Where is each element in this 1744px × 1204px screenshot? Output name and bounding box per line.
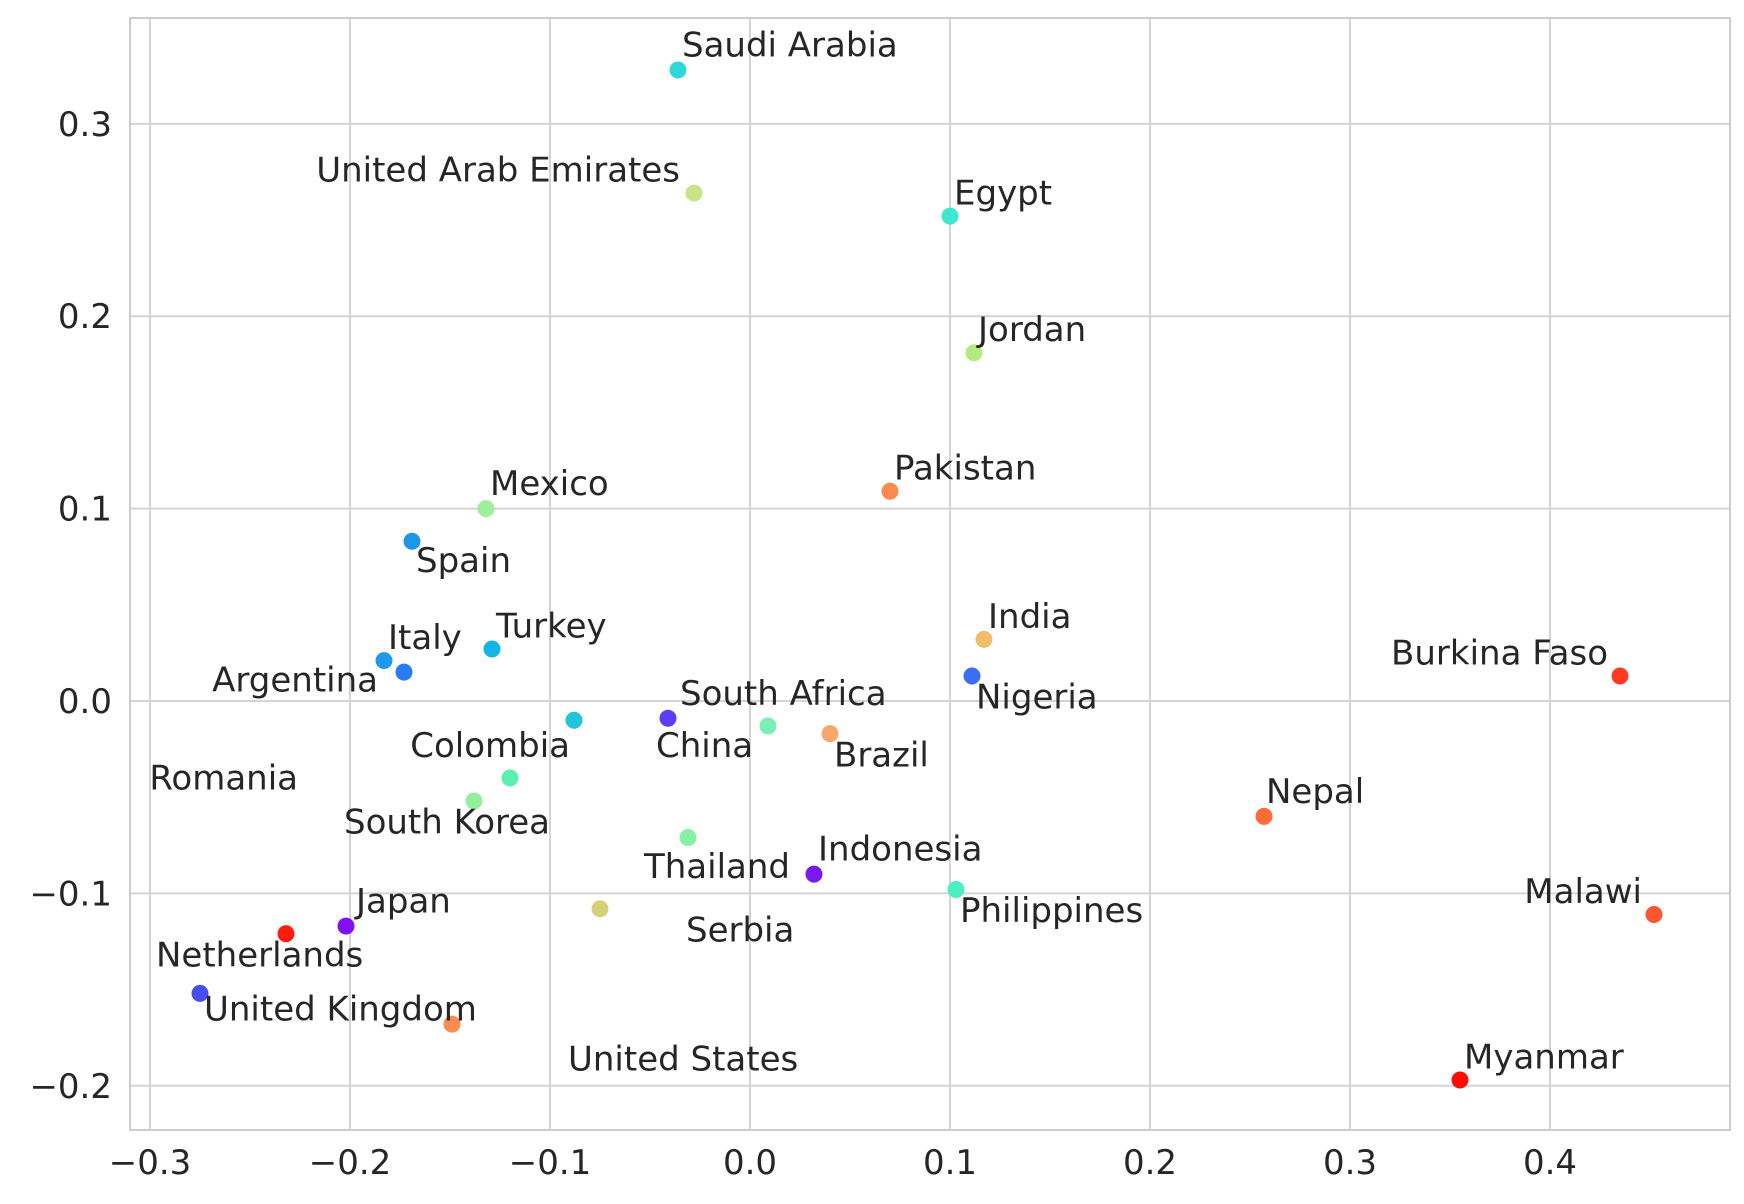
y-tick-label: 0.1 xyxy=(58,490,112,530)
y-axis-tick-labels: −0.2 −0.1 0.0 0.1 0.2 0.3 xyxy=(29,105,112,1107)
x-tick-label: −0.1 xyxy=(509,1143,592,1183)
point-label: Serbia xyxy=(686,910,794,950)
data-point xyxy=(659,709,677,727)
point-label: Nepal xyxy=(1266,772,1364,812)
point-label: Romania xyxy=(149,758,298,798)
point-label: Pakistan xyxy=(894,449,1036,489)
point-label: India xyxy=(988,597,1071,637)
data-point xyxy=(975,630,993,648)
point-label: Netherlands xyxy=(156,935,363,975)
data-point xyxy=(443,1015,461,1033)
point-label: Italy xyxy=(388,618,462,658)
point-label: Indonesia xyxy=(818,830,982,870)
point-label: Japan xyxy=(354,882,451,922)
point-label: Myanmar xyxy=(1464,1037,1624,1077)
data-point xyxy=(465,792,483,810)
x-tick-label: 0.4 xyxy=(1523,1143,1577,1183)
point-label: Saudi Arabia xyxy=(682,25,898,65)
data-point xyxy=(881,482,899,500)
plot-frame xyxy=(129,17,1731,1131)
point-label: Argentina xyxy=(212,660,378,700)
data-point xyxy=(669,61,687,79)
x-tick-label: 0.2 xyxy=(1123,1143,1177,1183)
point-label: South Africa xyxy=(680,674,887,714)
data-point xyxy=(679,829,697,847)
data-point xyxy=(685,184,703,202)
point-label: Spain xyxy=(416,541,511,581)
y-tick-label: 0.0 xyxy=(58,682,112,722)
data-point xyxy=(277,925,295,943)
y-tick-label: −0.1 xyxy=(29,874,112,914)
point-label: Mexico xyxy=(490,464,609,504)
data-point xyxy=(483,640,501,658)
data-point xyxy=(805,865,823,883)
data-point xyxy=(947,881,965,899)
data-point xyxy=(565,711,583,729)
point-label: Burkina Faso xyxy=(1391,633,1608,673)
data-point xyxy=(591,900,609,918)
point-label: United Kingdom xyxy=(204,989,477,1029)
grid-lines xyxy=(130,18,1730,1130)
point-label: China xyxy=(656,726,753,766)
point-label: Philippines xyxy=(960,891,1143,931)
point-label: Colombia xyxy=(410,726,570,766)
data-point xyxy=(1611,667,1629,685)
y-tick-label: 0.2 xyxy=(58,297,112,337)
point-label: United Arab Emirates xyxy=(316,151,680,191)
point-label: Brazil xyxy=(834,735,929,775)
data-point xyxy=(403,532,421,550)
data-point xyxy=(395,663,413,681)
data-points xyxy=(191,61,1663,1089)
x-tick-label: 0.3 xyxy=(1323,1143,1377,1183)
data-point xyxy=(1255,807,1273,825)
point-labels: Saudi Arabia United Arab Emirates Egypt Jor… xyxy=(149,25,1642,1079)
x-tick-label: 0.1 xyxy=(923,1143,977,1183)
point-label: Jordan xyxy=(976,310,1086,350)
point-label: Nigeria xyxy=(976,678,1098,718)
point-label: Egypt xyxy=(954,174,1052,214)
point-label: Turkey xyxy=(495,606,607,646)
data-point xyxy=(821,725,839,743)
data-point xyxy=(191,984,209,1002)
x-axis-tick-labels: −0.3 −0.2 −0.1 0.0 0.1 0.2 0.3 0.4 xyxy=(109,1143,1577,1183)
data-point xyxy=(963,667,981,685)
data-point xyxy=(941,207,959,225)
point-label: United States xyxy=(568,1039,798,1079)
data-point xyxy=(337,917,355,935)
x-tick-label: −0.3 xyxy=(109,1143,192,1183)
data-point xyxy=(501,769,519,787)
data-point xyxy=(477,500,495,518)
data-point xyxy=(965,344,983,362)
y-tick-label: 0.3 xyxy=(58,105,112,145)
x-tick-label: −0.2 xyxy=(309,1143,392,1183)
x-tick-label: 0.0 xyxy=(723,1143,777,1183)
point-label: Malawi xyxy=(1524,872,1642,912)
point-label: Thailand xyxy=(643,847,790,887)
data-point xyxy=(1451,1071,1469,1089)
y-tick-label: −0.2 xyxy=(29,1067,112,1107)
data-point xyxy=(759,717,777,735)
point-label: South Korea xyxy=(344,803,550,843)
data-point xyxy=(375,652,393,670)
data-point xyxy=(1645,906,1663,924)
